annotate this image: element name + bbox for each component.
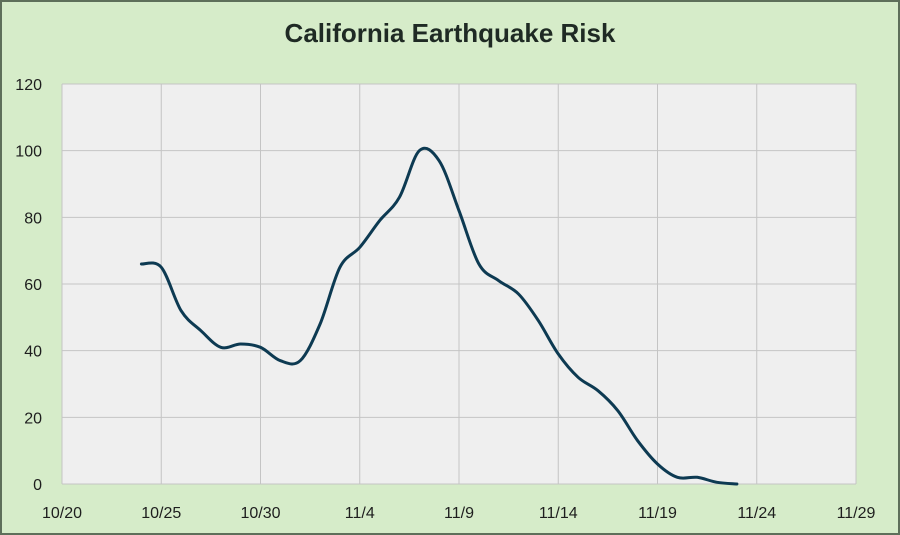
x-tick-label: 11/24 xyxy=(737,505,776,522)
x-tick-label: 10/25 xyxy=(141,505,181,522)
x-tick-label: 11/9 xyxy=(444,505,474,522)
x-tick-label: 10/20 xyxy=(42,505,82,522)
y-tick-label: 120 xyxy=(15,77,42,94)
x-tick-label: 11/14 xyxy=(539,505,578,522)
y-gridlines xyxy=(62,83,856,485)
y-tick-label: 0 xyxy=(33,477,42,494)
y-tick-labels: 0 20 40 60 80 100 120 xyxy=(15,77,42,494)
y-tick-label: 100 xyxy=(15,144,42,161)
y-tick-label: 80 xyxy=(24,210,42,227)
y-tick-label: 60 xyxy=(24,277,42,294)
y-tick-label: 40 xyxy=(24,344,42,361)
x-tick-labels: 10/20 10/25 10/30 11/4 11/9 11/14 11/19 11/24 11… xyxy=(42,505,876,522)
y-tick-label: 20 xyxy=(24,410,42,427)
chart-title: California Earthquake Risk xyxy=(284,18,616,48)
series-line xyxy=(139,146,739,486)
x-tick-label: 11/19 xyxy=(638,505,677,522)
x-tick-label: 10/30 xyxy=(240,505,280,522)
x-tick-label: 11/29 xyxy=(837,505,876,522)
x-tick-label: 11/4 xyxy=(345,505,375,522)
series-group xyxy=(139,146,739,486)
